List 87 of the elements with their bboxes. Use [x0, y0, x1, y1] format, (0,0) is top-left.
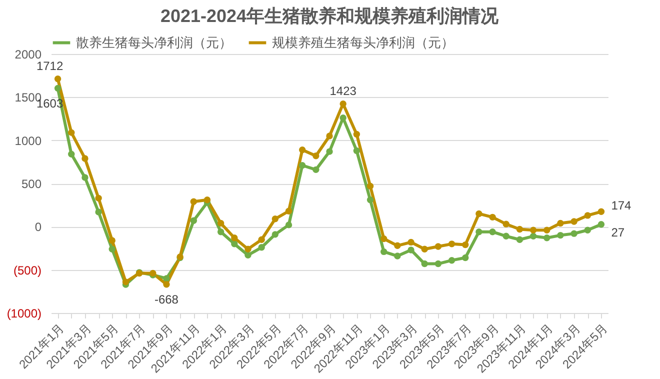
point — [326, 132, 333, 140]
point — [231, 234, 238, 242]
point — [285, 208, 292, 214]
point — [217, 228, 224, 236]
point — [68, 129, 75, 136]
point — [462, 254, 469, 262]
point — [82, 155, 88, 162]
point — [408, 246, 414, 254]
point — [68, 150, 75, 158]
point — [380, 248, 388, 256]
point — [380, 235, 388, 242]
point — [298, 146, 306, 154]
point — [204, 196, 211, 204]
point — [244, 252, 252, 259]
point — [462, 241, 469, 248]
y-tick-label: 2000 — [14, 48, 42, 62]
point — [353, 130, 360, 138]
point — [258, 236, 265, 243]
point — [570, 218, 578, 225]
point — [394, 252, 401, 260]
point — [95, 194, 102, 202]
point — [516, 236, 524, 243]
point — [272, 216, 279, 222]
point — [353, 147, 360, 154]
point — [108, 237, 116, 244]
y-tick-label: 500 — [21, 177, 42, 191]
point — [190, 217, 197, 224]
point — [476, 210, 482, 218]
point — [476, 228, 482, 236]
point — [285, 222, 292, 228]
chart-title: 2021-2024年生猪散养和规模养殖利润情况 — [160, 6, 500, 26]
point — [557, 220, 564, 227]
data-label: 1423 — [330, 84, 357, 98]
data-label: 1712 — [36, 58, 64, 73]
point — [82, 174, 88, 181]
legend-label: 规模养殖生猪每头净利润（元） — [272, 34, 454, 50]
point — [326, 148, 333, 155]
point — [95, 208, 102, 216]
point — [598, 220, 605, 228]
point — [244, 246, 252, 252]
point — [366, 196, 374, 204]
point — [434, 243, 442, 250]
point — [421, 260, 428, 268]
legend-label: 散养生猪每头净利润（元） — [76, 34, 232, 50]
point — [340, 114, 346, 122]
point — [530, 232, 537, 240]
point — [489, 228, 496, 236]
point — [163, 280, 170, 288]
data-label: 27 — [611, 225, 625, 240]
point — [489, 214, 496, 221]
point — [190, 198, 197, 205]
point — [108, 246, 116, 252]
point — [584, 212, 591, 219]
point — [272, 231, 279, 238]
point — [408, 238, 414, 246]
point — [448, 240, 456, 248]
point — [544, 234, 550, 242]
point — [584, 226, 591, 234]
point — [502, 220, 510, 228]
point — [258, 244, 265, 251]
point — [122, 278, 130, 286]
data-label: 174 — [611, 198, 632, 213]
point — [231, 240, 238, 248]
y-tick-label: 1000 — [14, 134, 42, 148]
point — [312, 152, 320, 160]
y-tick-label: 0 — [34, 220, 42, 234]
point — [434, 260, 442, 268]
point — [163, 275, 170, 282]
point — [217, 220, 224, 227]
data-label: -668 — [154, 292, 179, 306]
point — [557, 232, 564, 239]
point — [448, 256, 456, 264]
point — [516, 226, 524, 233]
point — [544, 226, 550, 234]
point — [298, 162, 306, 169]
y-tick-label: (500) — [13, 263, 42, 278]
point — [366, 182, 374, 190]
point — [530, 226, 537, 234]
point — [54, 84, 62, 92]
point — [421, 246, 428, 252]
point — [394, 242, 401, 250]
point — [570, 230, 578, 237]
point — [502, 232, 510, 240]
point — [598, 208, 605, 215]
point — [312, 166, 320, 174]
y-tick-label: (1000) — [6, 306, 42, 320]
point — [54, 76, 62, 82]
